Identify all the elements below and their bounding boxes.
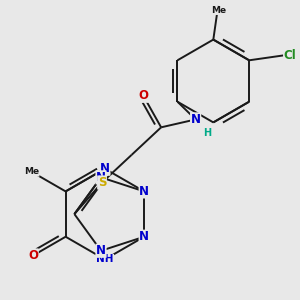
Text: O: O	[138, 89, 148, 102]
Text: H: H	[203, 128, 211, 138]
Text: N: N	[96, 171, 106, 184]
Text: O: O	[28, 249, 38, 262]
Text: N: N	[139, 185, 149, 198]
Text: Cl: Cl	[284, 49, 296, 62]
Text: N: N	[100, 162, 110, 175]
Text: N: N	[190, 113, 201, 126]
Text: NH: NH	[96, 254, 114, 264]
Text: Me: Me	[24, 167, 39, 176]
Text: N: N	[96, 244, 106, 257]
Text: S: S	[98, 176, 106, 189]
Text: Me: Me	[211, 5, 226, 14]
Text: N: N	[139, 230, 149, 243]
